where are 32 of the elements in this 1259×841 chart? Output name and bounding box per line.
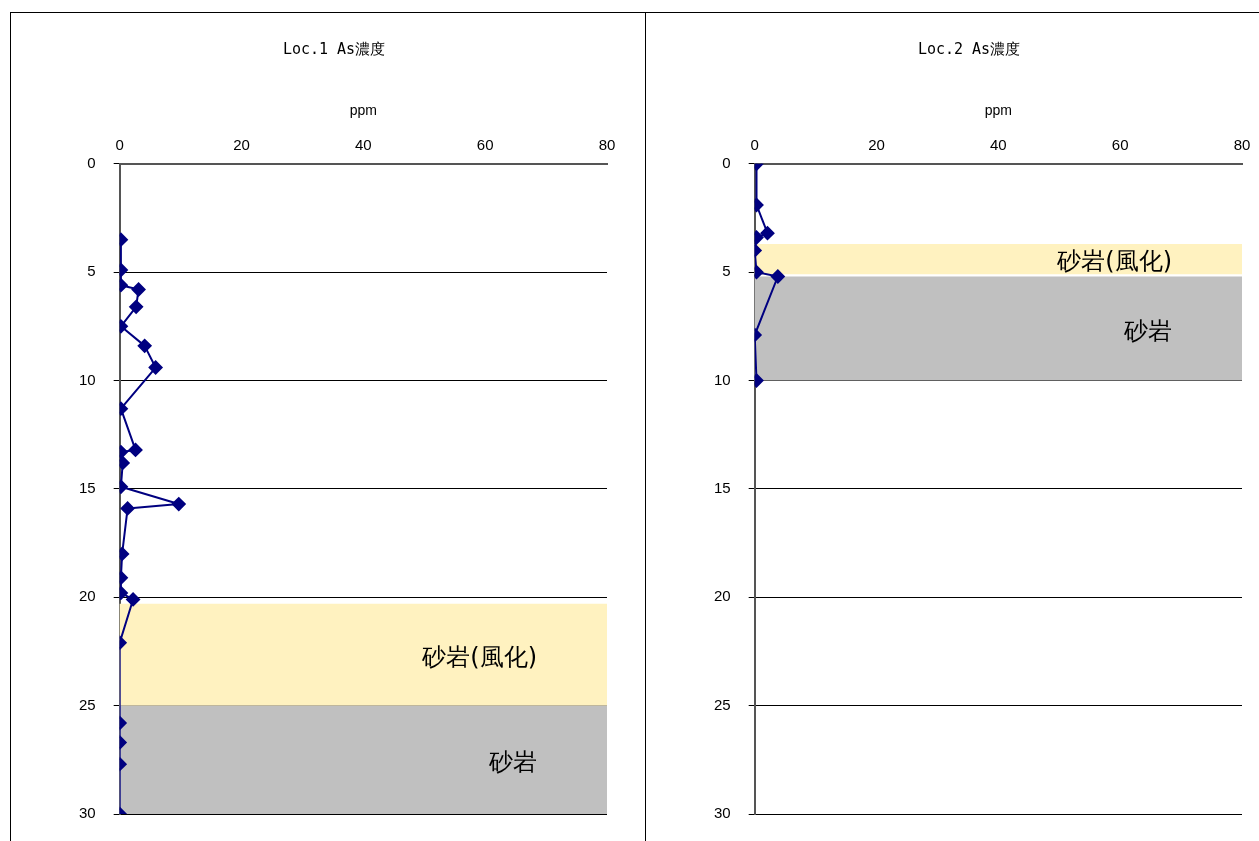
x-tick-label: 60 (1111, 135, 1129, 153)
x-axis-title: ppm (984, 102, 1012, 119)
x-axis-title: ppm (349, 102, 377, 119)
x-tick-label: 60 (476, 135, 494, 153)
chart-title: Loc.1 As濃度 (282, 39, 386, 58)
y-tick-label: 10 (714, 370, 731, 388)
y-tick-label: 30 (79, 804, 96, 822)
band-label: 砂岩 (488, 748, 537, 777)
band-label: 砂岩(風化) (1056, 247, 1172, 276)
x-tick-label: 0 (115, 135, 124, 153)
x-tick-label: 80 (598, 135, 616, 153)
x-tick-label: 80 (1233, 135, 1251, 153)
y-tick-label: 5 (722, 262, 731, 280)
y-tick-label: 15 (79, 479, 96, 497)
y-tick-label: 5 (87, 262, 96, 280)
y-tick-label: 0 (722, 153, 731, 171)
y-tick-label: 10 (79, 370, 96, 388)
x-tick-label: 0 (750, 135, 759, 153)
y-tick-label: 15 (714, 479, 731, 497)
chart-title: Loc.2 As濃度 (917, 39, 1021, 58)
y-tick-label: 20 (714, 587, 731, 605)
y-tick-label: 20 (79, 587, 96, 605)
band-label: 砂岩 (1123, 316, 1172, 345)
x-tick-label: 40 (990, 135, 1007, 153)
y-tick-label: 0 (87, 153, 96, 171)
band-label: 砂岩(風化) (421, 642, 537, 671)
x-tick-label: 40 (355, 135, 372, 153)
x-tick-label: 20 (233, 135, 250, 153)
y-tick-label: 25 (714, 695, 731, 713)
x-tick-label: 20 (868, 135, 885, 153)
y-tick-label: 25 (79, 695, 96, 713)
y-tick-label: 30 (714, 804, 731, 822)
